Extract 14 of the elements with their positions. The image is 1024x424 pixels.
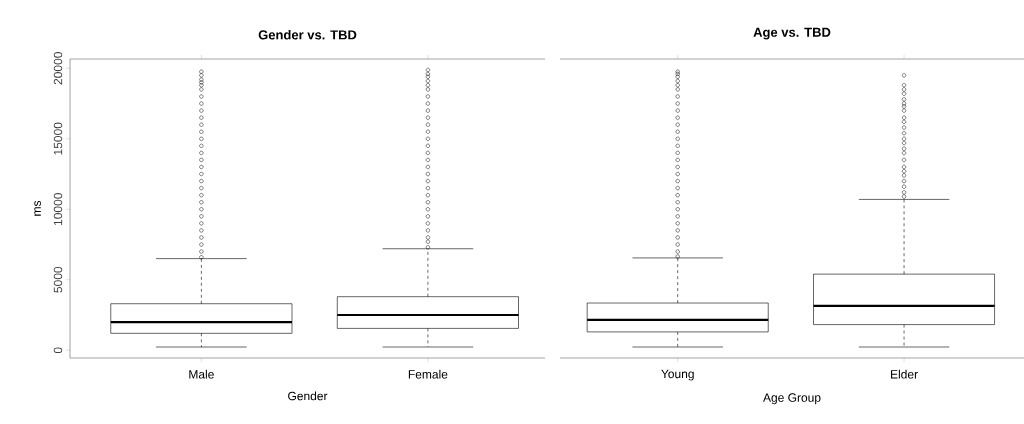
chart-title: Gender vs. TBD bbox=[258, 29, 357, 40]
y-tick-label: 10000 bbox=[53, 193, 63, 226]
y-tick-label: 20000 bbox=[53, 52, 63, 85]
x-axis-title: Age Group bbox=[763, 393, 821, 405]
x-tick-label: Male bbox=[189, 369, 214, 379]
x-tick-label: Female bbox=[408, 369, 448, 379]
y-tick-label: 5000 bbox=[53, 266, 63, 293]
x-tick-label: Young bbox=[661, 369, 694, 381]
chart-title: Age vs. TBD bbox=[753, 27, 831, 40]
x-tick-label: Elder bbox=[891, 369, 918, 379]
y-axis-title: ms bbox=[34, 200, 41, 216]
y-tick-label: 15000 bbox=[53, 122, 63, 155]
y-tick-label: 0 bbox=[53, 347, 63, 354]
x-axis-title: Gender bbox=[288, 391, 328, 401]
